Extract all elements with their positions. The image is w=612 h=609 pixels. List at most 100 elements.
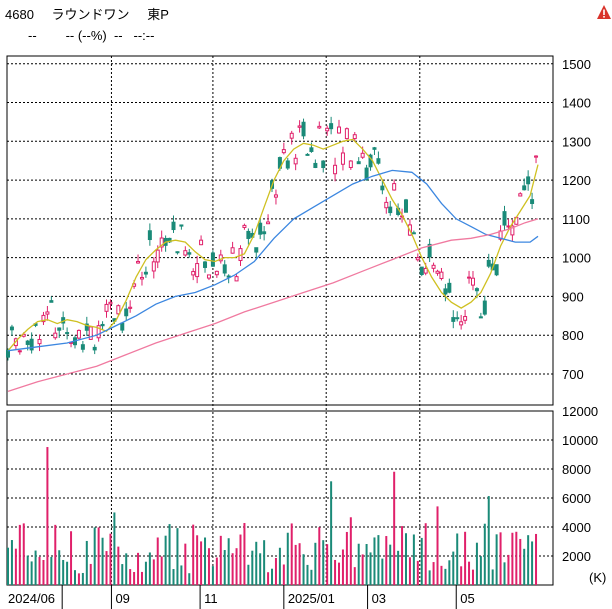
candle-body	[494, 264, 499, 276]
price-value: --	[28, 28, 37, 43]
candle-body	[285, 160, 290, 169]
candle-body	[262, 231, 267, 235]
price-tick-label: 700	[562, 367, 584, 382]
candle-body	[254, 247, 259, 253]
volume-bar	[101, 537, 104, 585]
volume-bar	[255, 541, 258, 585]
volume-bar	[314, 542, 317, 585]
candle-body	[29, 338, 34, 351]
price-tick-label: 900	[562, 289, 584, 304]
candle-body	[340, 152, 345, 165]
volume-bar	[14, 548, 17, 585]
price-tick-label: 1500	[562, 57, 591, 72]
candle-body	[92, 346, 97, 351]
x-tick-label: 09	[115, 591, 129, 606]
candle-body	[100, 323, 105, 327]
volume-bar	[164, 535, 167, 585]
candle-body	[313, 162, 318, 168]
volume-bar	[239, 534, 242, 585]
volume-bar	[22, 523, 25, 585]
candle-body	[419, 266, 424, 276]
volume-bar	[357, 543, 360, 585]
candle-body	[467, 276, 472, 279]
volume-bar	[200, 541, 203, 585]
candle-body	[522, 185, 527, 191]
volume-bar	[42, 559, 45, 585]
volume-bar	[412, 534, 415, 585]
volume-bar	[137, 552, 140, 585]
volume-bar	[393, 471, 396, 585]
candle-body	[510, 225, 515, 236]
volume-bar	[160, 556, 163, 585]
candle-body	[356, 161, 361, 165]
candle-body	[360, 152, 365, 158]
x-tick-label: 03	[372, 591, 386, 606]
volume-bar	[353, 567, 356, 585]
candle-body	[482, 300, 487, 315]
candle-body	[443, 288, 448, 295]
volume-bar	[207, 548, 210, 585]
volume-bar	[219, 535, 222, 585]
change-value: -- (--%)	[65, 28, 107, 43]
volume-bar	[495, 534, 498, 585]
candle-body	[17, 350, 22, 353]
candle-body	[435, 270, 440, 274]
candle-body	[530, 199, 535, 204]
volume-bar	[152, 559, 155, 585]
volume-bar	[58, 550, 61, 585]
candle-body	[325, 127, 330, 132]
volume-bar	[81, 572, 84, 585]
candle-body	[317, 125, 322, 129]
volume-bar	[196, 535, 199, 585]
candle-body	[352, 134, 357, 140]
volume-bar	[456, 533, 459, 585]
volume-bar	[227, 538, 230, 585]
candle-body	[337, 126, 342, 134]
volume-bar	[97, 527, 100, 585]
volume-bar	[511, 532, 514, 585]
volume-bar	[440, 565, 443, 585]
candle-body	[301, 121, 306, 137]
candle-body	[518, 193, 523, 197]
candle-body	[41, 314, 46, 323]
candle-body	[258, 222, 263, 235]
volume-bar	[318, 527, 321, 585]
candle-body	[199, 239, 204, 246]
volume-bar	[381, 558, 384, 585]
x-tick-label: 2024/06	[8, 591, 55, 606]
candle-body	[384, 201, 389, 209]
candle-body	[439, 271, 444, 280]
price-tick-label: 1200	[562, 173, 591, 188]
candle-body	[431, 264, 436, 269]
candle-body	[463, 316, 468, 321]
candle-body	[455, 317, 460, 320]
volume-bar	[330, 481, 333, 585]
volume-bar	[523, 548, 526, 585]
candle-body	[309, 147, 314, 152]
candle-body	[136, 260, 141, 264]
volume-bar	[10, 540, 13, 585]
volume-bar	[385, 536, 388, 585]
volume-bar	[156, 537, 159, 585]
volume-bar	[176, 528, 179, 585]
volume-bar	[499, 532, 502, 585]
volume-bar	[306, 564, 309, 585]
warning-icon[interactable]	[596, 4, 612, 20]
candle-body	[175, 251, 180, 254]
volume-bar	[89, 563, 92, 585]
stock-name: ラウンドワン	[51, 7, 130, 22]
volume-bar	[180, 565, 183, 585]
volume-bar	[93, 527, 96, 585]
volume-bar	[452, 551, 455, 585]
candle-body	[206, 274, 211, 279]
ticker-header: 4680 ラウンドワン 東P	[5, 4, 183, 23]
candle-body	[380, 185, 385, 191]
volume-bar	[432, 562, 435, 585]
volume-bar	[105, 551, 108, 585]
volume-bar	[140, 571, 143, 585]
volume-bar	[188, 573, 191, 585]
candle-body	[65, 332, 70, 335]
candle-body	[139, 276, 144, 280]
volume-bar	[54, 524, 57, 585]
